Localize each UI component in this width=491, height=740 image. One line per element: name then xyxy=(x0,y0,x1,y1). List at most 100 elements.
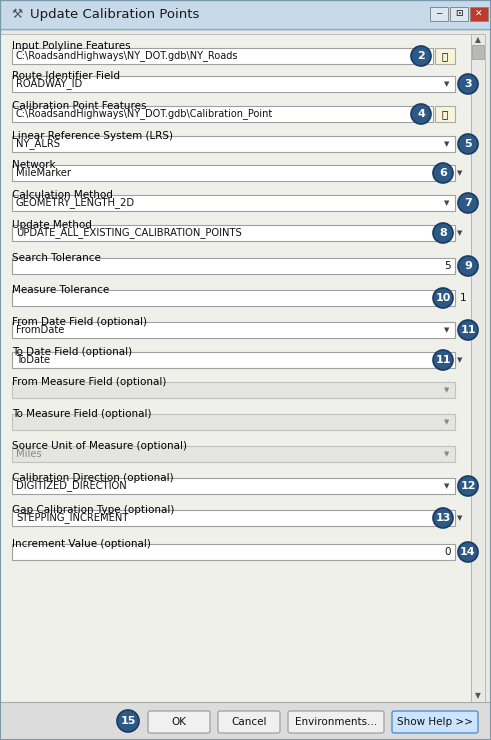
Text: Update Method: Update Method xyxy=(12,220,92,230)
Text: ▼: ▼ xyxy=(444,200,450,206)
Text: 4: 4 xyxy=(417,109,425,119)
Text: 11: 11 xyxy=(435,355,451,365)
Text: 0: 0 xyxy=(444,547,451,557)
Text: 2: 2 xyxy=(417,51,425,61)
FancyBboxPatch shape xyxy=(8,374,459,401)
FancyBboxPatch shape xyxy=(8,536,459,563)
FancyBboxPatch shape xyxy=(392,711,478,733)
FancyBboxPatch shape xyxy=(435,106,455,122)
FancyBboxPatch shape xyxy=(8,282,459,309)
Text: ⚒: ⚒ xyxy=(11,8,23,21)
FancyBboxPatch shape xyxy=(12,195,455,211)
Text: UPDATE_ALL_EXISTING_CALIBRATION_POINTS: UPDATE_ALL_EXISTING_CALIBRATION_POINTS xyxy=(16,227,242,238)
Circle shape xyxy=(433,223,453,243)
Text: 11: 11 xyxy=(460,325,476,335)
FancyBboxPatch shape xyxy=(8,250,459,277)
FancyBboxPatch shape xyxy=(8,157,459,184)
FancyBboxPatch shape xyxy=(12,106,433,122)
FancyBboxPatch shape xyxy=(0,702,491,740)
Circle shape xyxy=(433,163,453,183)
FancyBboxPatch shape xyxy=(12,446,455,462)
Text: Calibration Point Features: Calibration Point Features xyxy=(12,101,146,111)
Text: ▼: ▼ xyxy=(444,419,450,425)
Text: Calculation Method: Calculation Method xyxy=(12,190,113,200)
Text: 1: 1 xyxy=(460,293,466,303)
Text: ▼: ▼ xyxy=(457,357,463,363)
FancyBboxPatch shape xyxy=(0,29,491,740)
FancyBboxPatch shape xyxy=(288,711,384,733)
FancyBboxPatch shape xyxy=(12,510,455,526)
FancyBboxPatch shape xyxy=(12,322,455,338)
FancyBboxPatch shape xyxy=(12,165,455,181)
FancyBboxPatch shape xyxy=(471,34,485,702)
FancyBboxPatch shape xyxy=(0,0,491,29)
FancyBboxPatch shape xyxy=(8,470,459,497)
Text: Source Unit of Measure (optional): Source Unit of Measure (optional) xyxy=(12,441,187,451)
Text: ▼: ▼ xyxy=(457,170,463,176)
FancyBboxPatch shape xyxy=(12,290,455,306)
Text: MileMarker: MileMarker xyxy=(16,168,71,178)
Text: ✕: ✕ xyxy=(475,10,483,18)
FancyBboxPatch shape xyxy=(470,7,488,21)
FancyBboxPatch shape xyxy=(218,711,280,733)
Text: ToDate: ToDate xyxy=(16,355,50,365)
Circle shape xyxy=(458,134,478,154)
Text: ▼: ▼ xyxy=(444,327,450,333)
FancyBboxPatch shape xyxy=(8,438,459,465)
Text: ▼: ▼ xyxy=(444,483,450,489)
Circle shape xyxy=(458,476,478,496)
FancyBboxPatch shape xyxy=(435,48,455,64)
Text: C:\RoadsandHighways\NY_DOT.gdb\Calibration_Point: C:\RoadsandHighways\NY_DOT.gdb\Calibrati… xyxy=(16,109,273,119)
FancyBboxPatch shape xyxy=(12,352,455,368)
FancyBboxPatch shape xyxy=(8,502,459,529)
Text: Update Calibration Points: Update Calibration Points xyxy=(30,8,199,21)
FancyBboxPatch shape xyxy=(12,382,455,398)
Text: ▼: ▼ xyxy=(444,451,450,457)
FancyBboxPatch shape xyxy=(8,128,459,155)
Circle shape xyxy=(411,104,431,124)
Text: ▼: ▼ xyxy=(444,81,450,87)
Text: Calibration Direction (optional): Calibration Direction (optional) xyxy=(12,473,174,483)
Text: ▼: ▼ xyxy=(444,141,450,147)
Text: ▼: ▼ xyxy=(457,230,463,236)
Text: Search Tolerance: Search Tolerance xyxy=(12,253,101,263)
Text: ▲: ▲ xyxy=(475,36,481,44)
Text: Environments...: Environments... xyxy=(295,717,377,727)
FancyBboxPatch shape xyxy=(450,7,468,21)
Text: Route Identifier Field: Route Identifier Field xyxy=(12,71,120,81)
Circle shape xyxy=(433,288,453,308)
Circle shape xyxy=(411,46,431,66)
FancyBboxPatch shape xyxy=(8,344,459,371)
Text: FromDate: FromDate xyxy=(16,325,64,335)
FancyBboxPatch shape xyxy=(430,7,448,21)
Text: Measure Tolerance: Measure Tolerance xyxy=(12,285,109,295)
FancyBboxPatch shape xyxy=(12,414,455,430)
Text: Linear Reference System (LRS): Linear Reference System (LRS) xyxy=(12,131,173,141)
Text: NY_ALRS: NY_ALRS xyxy=(16,138,60,149)
FancyBboxPatch shape xyxy=(8,314,459,341)
Text: 📂: 📂 xyxy=(442,109,448,119)
FancyBboxPatch shape xyxy=(472,45,484,59)
Text: 5: 5 xyxy=(444,261,451,271)
Circle shape xyxy=(458,320,478,340)
Text: 15: 15 xyxy=(120,716,136,726)
Text: From Date Field (optional): From Date Field (optional) xyxy=(12,317,147,327)
FancyBboxPatch shape xyxy=(8,68,459,95)
FancyBboxPatch shape xyxy=(12,478,455,494)
FancyBboxPatch shape xyxy=(8,98,459,125)
Text: OK: OK xyxy=(171,717,187,727)
Text: Network: Network xyxy=(12,160,55,170)
Text: 13: 13 xyxy=(436,513,451,523)
Text: Gap Calibration Type (optional): Gap Calibration Type (optional) xyxy=(12,505,174,515)
Circle shape xyxy=(458,193,478,213)
Text: Increment Value (optional): Increment Value (optional) xyxy=(12,539,151,549)
FancyBboxPatch shape xyxy=(148,711,210,733)
FancyBboxPatch shape xyxy=(8,406,459,433)
FancyBboxPatch shape xyxy=(8,187,459,214)
Text: 12: 12 xyxy=(460,481,476,491)
FancyBboxPatch shape xyxy=(12,136,455,152)
Text: To Date Field (optional): To Date Field (optional) xyxy=(12,347,132,357)
Text: 6: 6 xyxy=(439,168,447,178)
Text: DIGITIZED_DIRECTION: DIGITIZED_DIRECTION xyxy=(16,480,127,491)
Text: 9: 9 xyxy=(464,261,472,271)
